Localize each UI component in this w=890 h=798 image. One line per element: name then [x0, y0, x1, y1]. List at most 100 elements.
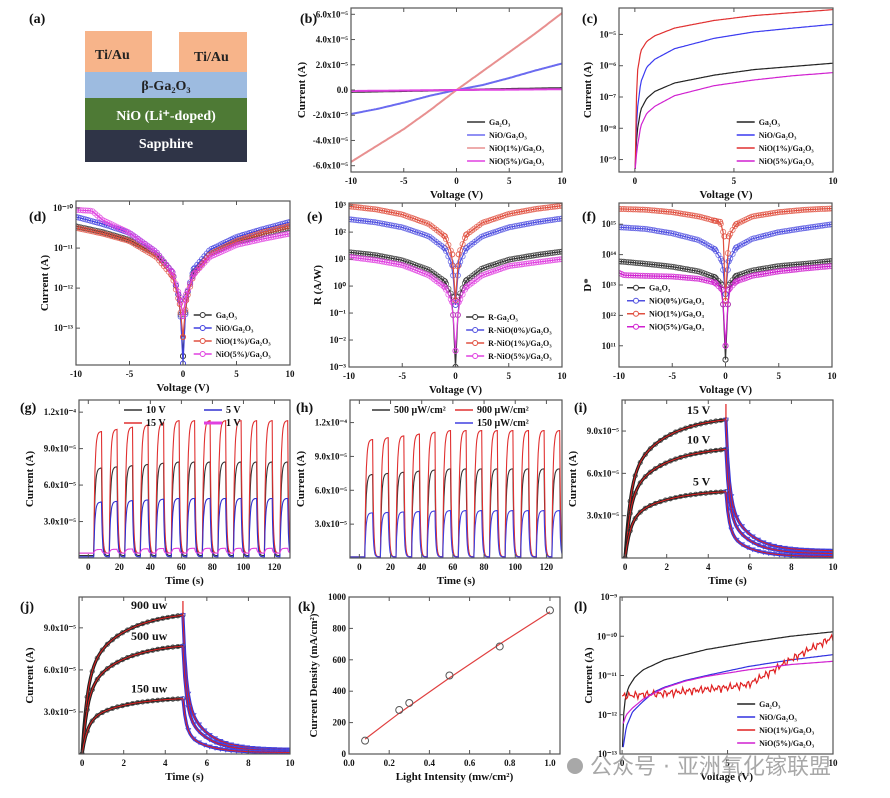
fit-rise-0	[624, 419, 726, 558]
data-point	[720, 301, 727, 308]
data-point	[450, 263, 457, 270]
data-point	[810, 223, 817, 230]
x-tick-label: 40	[417, 562, 427, 572]
x-tick-label: 120	[540, 562, 554, 572]
legend-entry: NiO(5%)/Ga₂O₃	[759, 157, 815, 166]
data-point	[791, 266, 798, 273]
x-tick-label: -10	[613, 371, 625, 381]
x-tick-label: 0	[357, 562, 362, 572]
series-line-3	[79, 547, 290, 554]
data-point	[349, 216, 355, 223]
data-point	[817, 206, 824, 213]
chart-panel-b: Ga₂O₃ NiO/Ga₂O₃ NiO(1%)/Ga₂O₃ NiO(5%)/Ga₂O₃…	[296, 7, 567, 201]
data-point	[150, 618, 156, 624]
data-point	[651, 207, 658, 214]
y-tick-label: 3.0x10⁻⁵	[315, 519, 348, 529]
data-point	[190, 713, 197, 718]
y-tick-label: 6.0x10⁻⁵	[587, 468, 620, 478]
data-point	[463, 231, 470, 238]
x-tick-label: 0	[723, 371, 728, 381]
data-point	[670, 273, 677, 280]
x-tick-label: 0	[453, 371, 458, 381]
x-tick-label: 80	[480, 562, 490, 572]
data-point	[554, 249, 561, 256]
data-point	[547, 204, 554, 211]
data-point	[443, 236, 450, 243]
data-point	[190, 736, 197, 742]
data-point	[814, 264, 821, 271]
layer-tiau-left	[85, 31, 152, 72]
data-point	[544, 250, 551, 257]
charts-layer: Ga₂O₃ NiO/Ga₂O₃ NiO(1%)/Ga₂O₃ NiO(5%)/Ga₂O₃…	[20, 7, 838, 783]
fit-decay-2	[182, 698, 290, 753]
data-point	[821, 205, 828, 212]
data-point	[532, 259, 539, 266]
data-point	[630, 225, 637, 232]
curve-annotation: 5 V	[693, 475, 711, 489]
y-axis-title: Current (A)	[39, 255, 51, 312]
y-tick-label: 3.0x10⁻⁵	[44, 517, 77, 527]
x-tick-label: 4	[163, 758, 168, 768]
data-point	[168, 267, 175, 274]
legend-entry: 5 V	[226, 405, 241, 416]
data-point	[367, 256, 374, 263]
x-axis-title: Voltage (V)	[429, 384, 482, 396]
data-point	[89, 687, 95, 693]
fit-decay-2	[725, 491, 833, 557]
legend-entry: R-NiO(1%)/Ga₂O₃	[488, 339, 552, 348]
data-point	[523, 260, 530, 267]
data-point	[817, 222, 824, 229]
series-line-3	[351, 88, 562, 92]
data-point	[554, 256, 561, 263]
data-point	[140, 621, 146, 627]
data-point	[627, 206, 634, 213]
x-axis-title: Voltage (V)	[700, 771, 753, 783]
y-tick-label: 10⁻¹⁰	[53, 203, 73, 213]
data-point	[518, 261, 525, 268]
panel-label-g: (g)	[20, 401, 37, 416]
data-point	[559, 256, 562, 263]
x-tick-label: 120	[268, 562, 282, 572]
plot-frame-g	[78, 399, 291, 559]
data-point	[349, 254, 355, 261]
data-point	[819, 205, 826, 212]
data-point	[663, 208, 670, 215]
data-point	[793, 207, 800, 214]
legend-marker	[633, 284, 639, 291]
data-point	[774, 209, 781, 216]
data-point	[94, 713, 100, 719]
data-point	[795, 207, 802, 214]
data-point	[535, 205, 542, 212]
data-point	[632, 259, 639, 266]
plot-area-j	[79, 601, 290, 754]
chart-panel-h: 500 μW/cm² 900 μW/cm² 150 μW/cm² (h) 0 20 40 60…	[295, 399, 563, 587]
plot-area-b	[351, 12, 562, 163]
fit-decay-0	[725, 419, 833, 552]
data-point	[829, 263, 832, 270]
data-point	[182, 296, 189, 303]
data-point	[653, 273, 660, 280]
data-point	[551, 256, 558, 263]
data-point	[656, 273, 663, 280]
data-point	[784, 267, 791, 274]
y-tick-label: 10⁻¹	[330, 308, 347, 318]
data-point	[829, 205, 832, 212]
data-point	[443, 248, 450, 255]
data-point	[625, 224, 632, 231]
data-point	[506, 262, 513, 269]
plot-area-k	[361, 606, 554, 745]
y-tick-label: 10¹⁵	[602, 219, 617, 229]
data-point	[549, 257, 556, 264]
data-point	[719, 286, 726, 293]
x-tick-label: 10	[286, 758, 296, 768]
data-point	[663, 273, 670, 280]
data-point	[632, 473, 638, 479]
data-point	[140, 650, 146, 656]
data-point	[447, 258, 454, 265]
data-point	[774, 268, 781, 275]
data-point	[551, 249, 558, 256]
layer-label-ga2o3: β-Ga₂O₃	[141, 79, 190, 94]
x-tick-label: 0	[86, 562, 91, 572]
data-point	[447, 247, 454, 254]
data-point	[639, 260, 646, 267]
